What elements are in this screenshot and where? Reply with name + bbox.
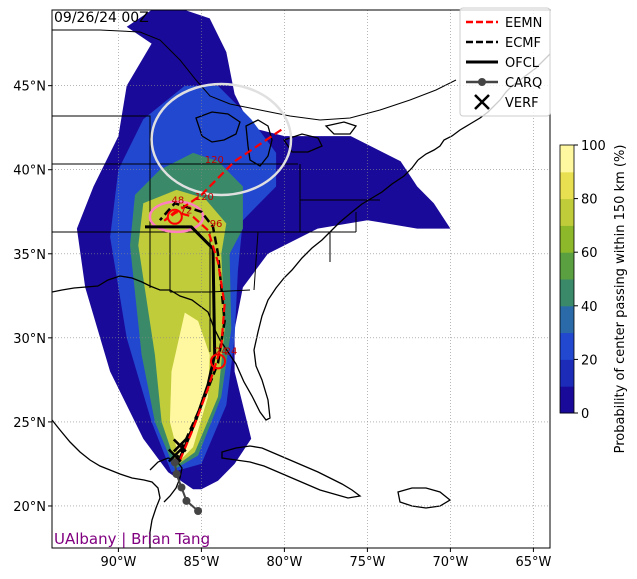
forecast-hour-label: 96 — [210, 219, 223, 230]
legend-label-eemn: EEMN — [505, 16, 542, 31]
colorbar-segment — [560, 252, 574, 280]
verf-marker — [167, 448, 182, 463]
forecast-hour-label: 120 — [195, 192, 214, 203]
y-tick-label: 30°N — [13, 332, 46, 347]
colorbar-tick-label: 60 — [581, 246, 598, 261]
carq-point — [177, 483, 186, 492]
longitude-ticks: 90°W 85°W 80°W 75°W 70°W 65°W — [100, 548, 551, 570]
colorbar-segment — [560, 198, 574, 226]
legend-marker-verf — [474, 94, 490, 110]
carq-point — [182, 496, 191, 505]
colorbar-tick-label: 80 — [581, 193, 598, 208]
legend-box — [459, 7, 551, 117]
colorbar-segment — [560, 332, 574, 360]
uncertainty-ring — [148, 200, 205, 234]
verf-marker — [172, 438, 187, 453]
gridlines — [52, 10, 550, 548]
colorbar-segment — [560, 359, 574, 387]
forecast-tracks — [145, 126, 286, 516]
carq-point — [194, 507, 203, 516]
colorbar-segment — [560, 145, 574, 173]
forecast-hour-label: 48 — [172, 195, 185, 206]
legend-label-ofcl: OFCL — [505, 56, 540, 71]
credit-label: UAlbany | Brian Tang — [54, 530, 210, 548]
forecast-position-marker — [210, 353, 226, 370]
x-tick-label: 65°W — [515, 555, 551, 570]
colorbar-segment — [560, 171, 574, 200]
legend-label-verf: VERF — [505, 96, 539, 111]
forecast-hour-label: 24 — [225, 347, 238, 358]
colorbar-segment — [560, 279, 574, 307]
y-tick-label: 45°N — [13, 80, 46, 95]
uncertainty-rings — [148, 82, 293, 234]
map-frame — [51, 9, 551, 549]
gulf-coastline — [52, 159, 419, 421]
state-borders — [52, 115, 380, 352]
y-tick-label: 25°N — [13, 416, 46, 431]
great-lakes-outline — [195, 111, 358, 167]
canada-border — [52, 29, 457, 121]
forecast-position-marker — [166, 208, 183, 225]
colorbar-segment — [560, 386, 574, 414]
colorbar-tick-label: 40 — [581, 300, 598, 315]
init-time-label: 09/26/24 00Z — [54, 10, 149, 26]
carq-point — [172, 470, 181, 479]
x-tick-label: 70°W — [432, 555, 468, 570]
forecast-hour-label: 24 — [215, 347, 228, 358]
legend: EEMN ECMF OFCL CARQ VERF — [459, 7, 551, 117]
colorbar-segment — [560, 225, 574, 253]
y-tick-label: 40°N — [13, 164, 46, 179]
colorbar-tick-label: 100 — [581, 139, 606, 154]
yucatan-coastline — [149, 457, 183, 503]
carq-point — [170, 458, 179, 467]
colorbar: 0 20 40 60 80 100 Probability of center passin… — [559, 139, 628, 454]
y-tick-label: 20°N — [13, 500, 46, 515]
colorbar-segment — [560, 305, 574, 334]
legend-label-ecmf: ECMF — [505, 36, 541, 51]
forecast-hour-label: 120 — [205, 155, 224, 166]
x-tick-label: 75°W — [349, 555, 385, 570]
forecast-hour-label: 72 — [180, 205, 193, 216]
legend-marker-carq — [478, 78, 486, 86]
cuba-coastline — [221, 445, 362, 499]
probability-contour-90 — [169, 312, 210, 461]
x-tick-label: 80°W — [266, 555, 302, 570]
hispaniola-coastline — [397, 487, 452, 509]
legend-label-carq: CARQ — [505, 76, 542, 91]
coastline-borders — [52, 29, 550, 548]
y-tick-label: 35°N — [13, 248, 46, 263]
track-eemn — [163, 126, 286, 462]
x-tick-label: 90°W — [100, 555, 136, 570]
colorbar-frame — [559, 144, 575, 414]
colorbar-tick-label: 20 — [581, 353, 598, 368]
colorbar-label: Probability of center passing within 150… — [613, 145, 628, 454]
latitude-ticks: 20°N 25°N 30°N 35°N 40°N 45°N — [13, 80, 52, 515]
mexico-coastline — [52, 419, 161, 548]
x-tick-label: 85°W — [183, 555, 219, 570]
colorbar-tick-label: 0 — [581, 407, 589, 422]
uncertainty-ring — [150, 82, 293, 197]
